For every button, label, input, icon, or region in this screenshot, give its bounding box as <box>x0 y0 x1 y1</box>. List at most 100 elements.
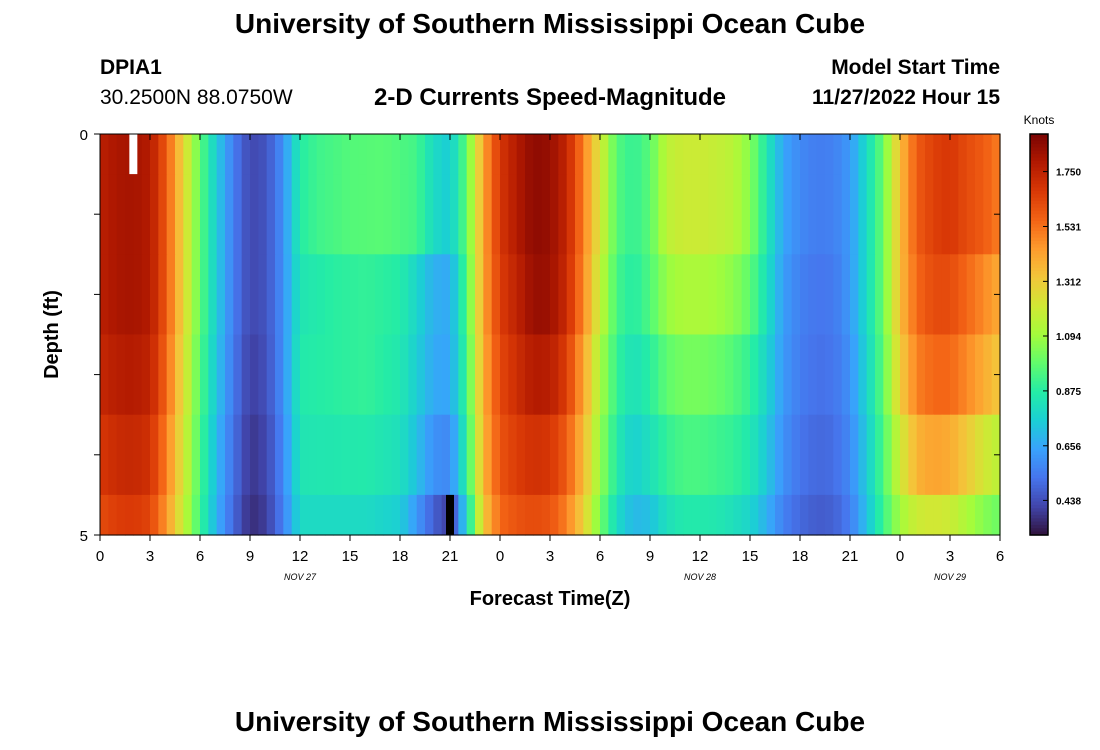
heatmap-cell <box>416 334 426 416</box>
heatmap-cell <box>600 414 609 496</box>
heatmap-cell <box>183 494 193 536</box>
heatmap-cell <box>350 254 359 336</box>
heatmap-cell <box>758 134 768 175</box>
heatmap-cell <box>583 414 593 496</box>
heatmap-cell <box>366 254 376 336</box>
heatmap-cell <box>225 414 234 496</box>
y-tick-label: 5 <box>80 528 88 545</box>
colorbar-segment <box>1030 237 1048 242</box>
heatmap-cell <box>625 174 634 255</box>
heatmap-cell <box>116 254 126 336</box>
heatmap-cell <box>841 334 851 416</box>
heatmap-cell <box>808 494 818 536</box>
heatmap-cell <box>941 334 951 416</box>
heatmap-cell <box>633 494 643 536</box>
colorbar-segment <box>1030 154 1048 158</box>
colorbar-segment <box>1030 331 1048 336</box>
heatmap-cell <box>600 334 609 416</box>
heatmap-cell <box>216 174 226 255</box>
heatmap-cell <box>350 134 359 175</box>
colorbar-segment <box>1030 260 1048 265</box>
colorbar-segment <box>1030 531 1048 536</box>
x-tick-label: 9 <box>646 548 654 565</box>
heatmap-cell <box>541 494 551 536</box>
colorbar-segment <box>1030 174 1048 179</box>
heatmap-cell <box>216 254 226 336</box>
heatmap-cell <box>683 254 693 336</box>
heatmap-cell <box>266 254 276 336</box>
heatmap-cell <box>733 174 743 255</box>
heatmap-cell <box>558 494 568 536</box>
heatmap-cell <box>283 254 293 336</box>
heatmap-cell <box>650 134 659 175</box>
heatmap-cell <box>533 134 543 175</box>
heatmap-cell <box>950 254 959 336</box>
heatmap-cell <box>525 494 534 536</box>
heatmap-cell <box>233 134 243 175</box>
colorbar-segment <box>1030 411 1048 416</box>
heatmap-cell <box>375 174 384 255</box>
heatmap-cell <box>100 174 109 255</box>
heatmap-cell <box>758 174 768 255</box>
colorbar-segment <box>1030 347 1048 352</box>
footer-title: University of Southern Mississippi Ocean… <box>234 706 866 737</box>
heatmap-cell <box>458 414 468 496</box>
heatmap-cell <box>650 494 659 536</box>
heatmap-cell <box>416 494 426 536</box>
heatmap-cell <box>658 174 668 255</box>
x-tick-label: 6 <box>596 548 604 565</box>
heatmap-cell <box>233 334 243 416</box>
heatmap-cell <box>891 334 901 416</box>
colorbar-segment <box>1030 421 1048 426</box>
heatmap-cell <box>816 414 826 496</box>
heatmap-cell <box>916 134 926 175</box>
colorbar-segment <box>1030 371 1048 376</box>
heatmap-cell <box>850 494 859 536</box>
heatmap-cell <box>266 414 276 496</box>
heatmap-cell <box>883 334 893 416</box>
heatmap-cell <box>650 174 659 255</box>
heatmap-cell <box>675 334 684 416</box>
heatmap-cell <box>650 334 659 416</box>
heatmap-cell <box>366 334 376 416</box>
heatmap-cell <box>383 134 393 175</box>
colorbar-segment <box>1030 274 1048 279</box>
colorbar-segment <box>1030 317 1048 322</box>
colorbar-segment <box>1030 341 1048 346</box>
heatmap-cell <box>150 254 159 336</box>
heatmap-cell <box>716 254 726 336</box>
heatmap-cell <box>725 494 734 536</box>
heatmap-cell <box>783 494 793 536</box>
heatmap-cell <box>350 334 359 416</box>
heatmap-cell <box>116 174 126 255</box>
heatmap-cell <box>575 174 584 255</box>
heatmap-cell <box>191 494 201 536</box>
heatmap-cell <box>925 494 934 536</box>
heatmap-cell <box>691 254 701 336</box>
heatmap-cell <box>966 174 976 255</box>
heatmap-cell <box>925 414 934 496</box>
heatmap-cell <box>758 334 768 416</box>
heatmap-cell <box>766 414 776 496</box>
heatmap-cell <box>666 134 676 175</box>
heatmap-cell <box>900 494 909 536</box>
heatmap-cell <box>591 174 601 255</box>
heatmap-cell <box>125 334 134 416</box>
heatmap-cell <box>700 174 709 255</box>
colorbar-segment <box>1030 364 1048 369</box>
heatmap-cell <box>541 174 551 255</box>
heatmap-cell <box>508 174 518 255</box>
heatmap-cell <box>975 134 984 175</box>
heatmap-cell <box>491 134 501 175</box>
heatmap-cell <box>225 254 234 336</box>
heatmap-cell <box>675 134 684 175</box>
colorbar-segment <box>1030 351 1048 356</box>
heatmap-cell <box>425 174 434 255</box>
heatmap-cell <box>866 334 876 416</box>
heatmap-cell <box>175 134 184 175</box>
heatmap-cell <box>558 174 568 255</box>
colorbar-segment <box>1030 448 1048 453</box>
colorbar-segment <box>1030 397 1048 402</box>
x-tick-label: 21 <box>842 548 859 565</box>
heatmap-cell <box>783 414 793 496</box>
